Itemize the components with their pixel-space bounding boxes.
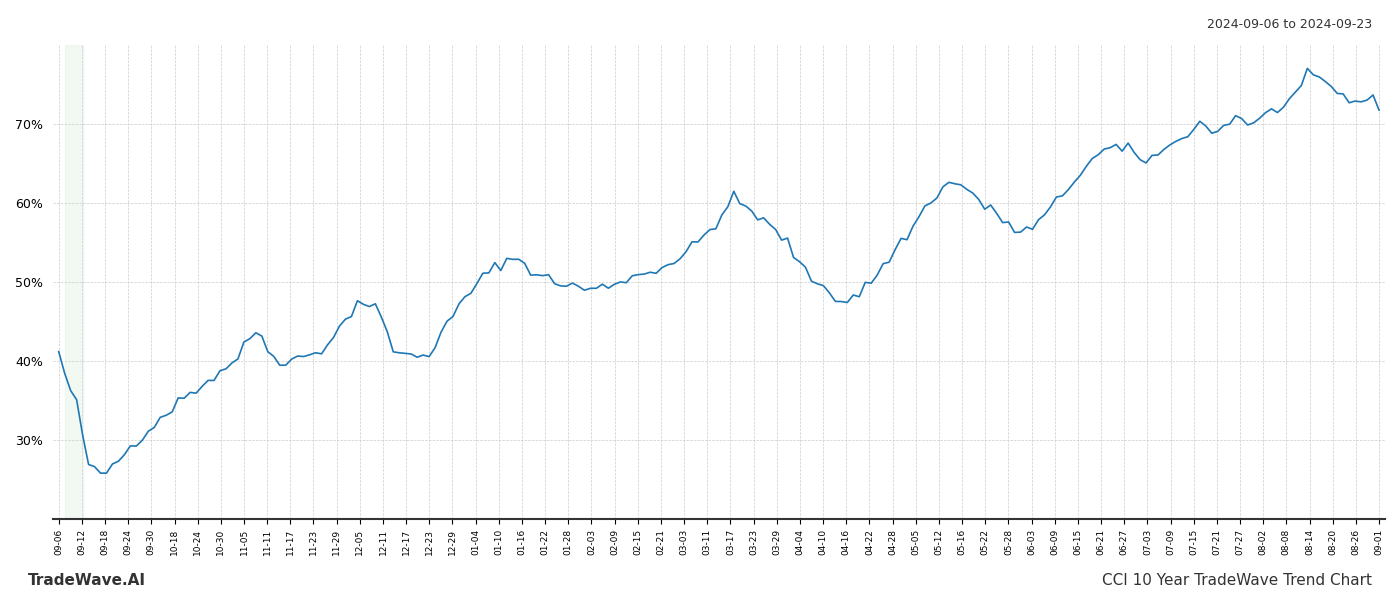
Text: TradeWave.AI: TradeWave.AI bbox=[28, 573, 146, 588]
Text: 2024-09-06 to 2024-09-23: 2024-09-06 to 2024-09-23 bbox=[1207, 18, 1372, 31]
Bar bbox=[64, 45, 83, 519]
Text: CCI 10 Year TradeWave Trend Chart: CCI 10 Year TradeWave Trend Chart bbox=[1102, 573, 1372, 588]
